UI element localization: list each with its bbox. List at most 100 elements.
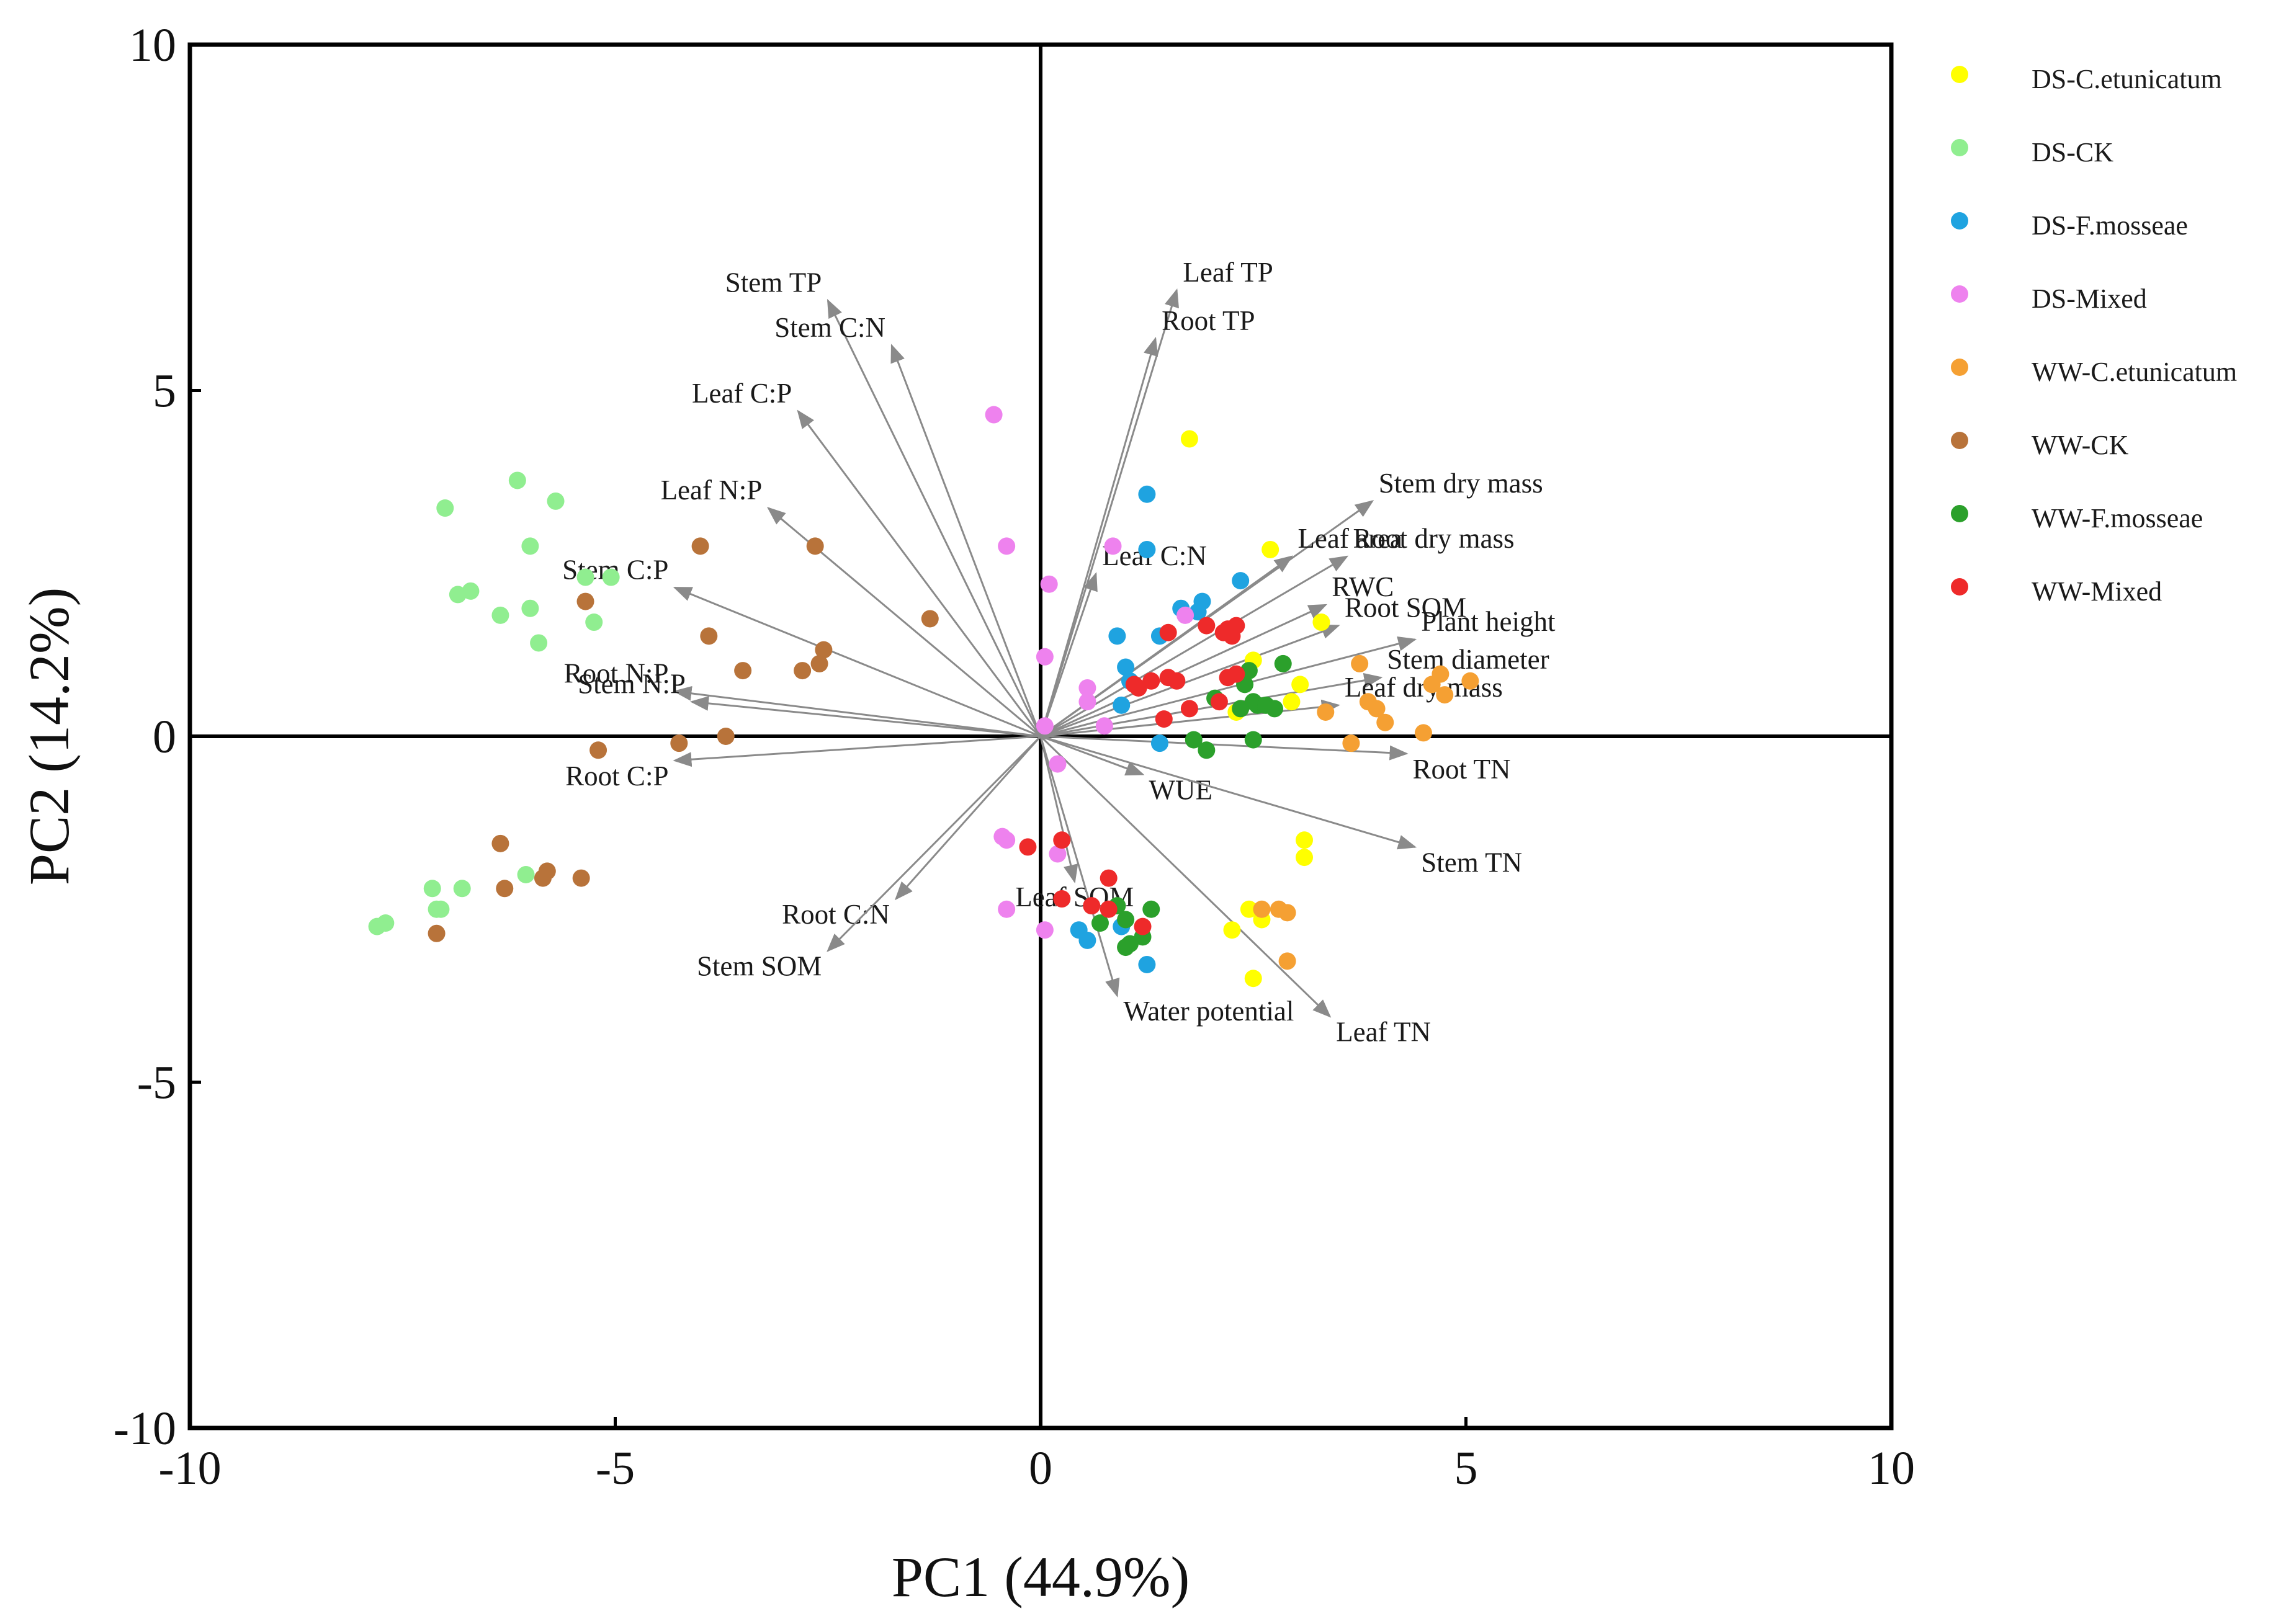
loading-arrow <box>1040 624 1340 738</box>
loading-arrow <box>1040 604 1328 738</box>
point-ds-c-etunicatum <box>1312 613 1330 631</box>
point-ww-ck <box>700 627 718 645</box>
loading-label: Leaf area <box>1297 523 1402 554</box>
legend-marker <box>1951 359 1968 376</box>
point-ww-f-mosseae <box>1142 900 1160 918</box>
loading-label: Root TP <box>1162 305 1255 336</box>
point-ds-mixed <box>1049 755 1067 773</box>
point-ds-f-mosseae <box>1232 572 1250 590</box>
loading-arrow <box>827 735 1042 952</box>
point-ds-c-etunicatum <box>1261 540 1279 558</box>
point-ww-c-etunicatum <box>1342 734 1360 752</box>
y-axis-title: PC2 (14.2%) <box>17 587 81 885</box>
point-ds-ck <box>491 606 509 624</box>
point-ds-c-etunicatum <box>1291 676 1309 694</box>
legend-marker <box>1951 139 1968 156</box>
point-ww-c-etunicatum <box>1278 904 1296 922</box>
point-ds-c-etunicatum <box>1296 849 1314 867</box>
point-ds-ck <box>521 599 539 617</box>
axis-ticks: -10 -5 0 5 10 -10 -5 0 5 10 <box>114 19 1915 1494</box>
point-ds-mixed <box>998 831 1016 849</box>
legend-marker <box>1951 285 1968 303</box>
loading-label: Leaf TN <box>1336 1017 1431 1048</box>
legend-marker <box>1951 505 1968 522</box>
loading-label: Stem SOM <box>697 951 822 982</box>
loading-label: Stem diameter <box>1387 644 1549 675</box>
loading-arrow <box>1040 735 1409 761</box>
loading-label: Leaf C:P <box>692 378 792 409</box>
loading-label: RWC <box>1332 571 1394 602</box>
loading-label: Plant height <box>1421 606 1556 637</box>
point-ds-f-mosseae <box>1117 658 1135 676</box>
loading-label: Stem TP <box>725 267 822 298</box>
loading-arrow <box>1040 735 1417 850</box>
point-ds-c-etunicatum <box>1240 900 1258 918</box>
point-ww-c-etunicatum <box>1414 724 1432 742</box>
y-tick-label: -5 <box>137 1057 176 1109</box>
point-ds-mixed <box>1040 575 1058 593</box>
point-ww-ck <box>810 654 828 672</box>
x-tick-label: 0 <box>1029 1442 1052 1494</box>
legend-marker <box>1951 578 1968 596</box>
point-ww-ck <box>670 734 688 752</box>
point-ds-f-mosseae <box>1150 734 1168 752</box>
point-ww-ck <box>496 880 514 898</box>
point-ww-mixed <box>1155 710 1173 728</box>
point-ds-f-mosseae <box>1078 931 1096 949</box>
point-ww-c-etunicatum <box>1368 700 1386 718</box>
point-ds-c-etunicatum <box>1296 831 1314 849</box>
loading-arrow <box>1039 736 1078 884</box>
loading-label: Root dry mass <box>1353 523 1515 554</box>
loading-arrow <box>673 685 1041 738</box>
point-ww-f-mosseae <box>1274 654 1292 672</box>
loading-arrow <box>890 344 1042 737</box>
point-ds-mixed <box>1104 537 1122 555</box>
point-ww-c-etunicatum <box>1436 686 1454 704</box>
point-ww-f-mosseae <box>1185 731 1203 749</box>
point-ww-mixed <box>1180 700 1198 718</box>
loading-label: Root C:N <box>782 899 890 930</box>
point-ds-mixed <box>998 537 1016 555</box>
point-ww-mixed <box>1198 617 1216 635</box>
point-ds-ck <box>453 880 471 898</box>
loading-label: Root TN <box>1413 754 1511 785</box>
point-ww-ck <box>734 662 752 680</box>
y-tick-label: 0 <box>153 711 176 763</box>
point-ww-ck <box>491 834 509 852</box>
point-ww-c-etunicatum <box>1461 672 1479 690</box>
point-ww-ck <box>794 662 812 680</box>
point-ww-mixed <box>1100 900 1118 918</box>
point-ds-ck <box>517 866 535 883</box>
point-ds-mixed <box>998 900 1016 918</box>
point-ww-ck <box>589 741 607 759</box>
loading-arrow <box>673 586 1041 738</box>
point-ww-f-mosseae <box>1232 700 1250 718</box>
point-ww-mixed <box>1168 672 1186 690</box>
loading-label: Root N:P <box>564 658 669 689</box>
point-ww-ck <box>534 869 552 887</box>
point-ds-c-etunicatum <box>1223 921 1241 939</box>
point-ww-c-etunicatum <box>1376 713 1394 731</box>
point-ds-ck <box>377 914 395 932</box>
loading-arrow <box>1040 735 1145 776</box>
point-ds-ck <box>521 537 539 555</box>
point-ww-mixed <box>1083 897 1101 915</box>
loading-arrow <box>1040 699 1340 738</box>
point-ds-ck <box>547 492 565 510</box>
point-ww-ck <box>806 537 824 555</box>
loading-label: WUE <box>1149 774 1212 805</box>
x-tick-label: -10 <box>158 1442 221 1494</box>
point-ds-mixed <box>1095 717 1113 735</box>
point-ww-mixed <box>1223 627 1241 645</box>
legend-label: DS-Mixed <box>2032 283 2147 314</box>
loading-label: Stem TN <box>1421 847 1522 878</box>
point-ds-c-etunicatum <box>1283 693 1301 711</box>
legend-marker <box>1951 66 1968 83</box>
point-ww-f-mosseae <box>1117 939 1135 957</box>
legend-label: WW-CK <box>2032 430 2129 460</box>
point-ww-ck <box>576 592 594 610</box>
x-tick-label: -5 <box>596 1442 635 1494</box>
legend-marker <box>1951 212 1968 230</box>
loading-arrow <box>1039 735 1332 1018</box>
point-ds-mixed <box>1036 648 1054 666</box>
